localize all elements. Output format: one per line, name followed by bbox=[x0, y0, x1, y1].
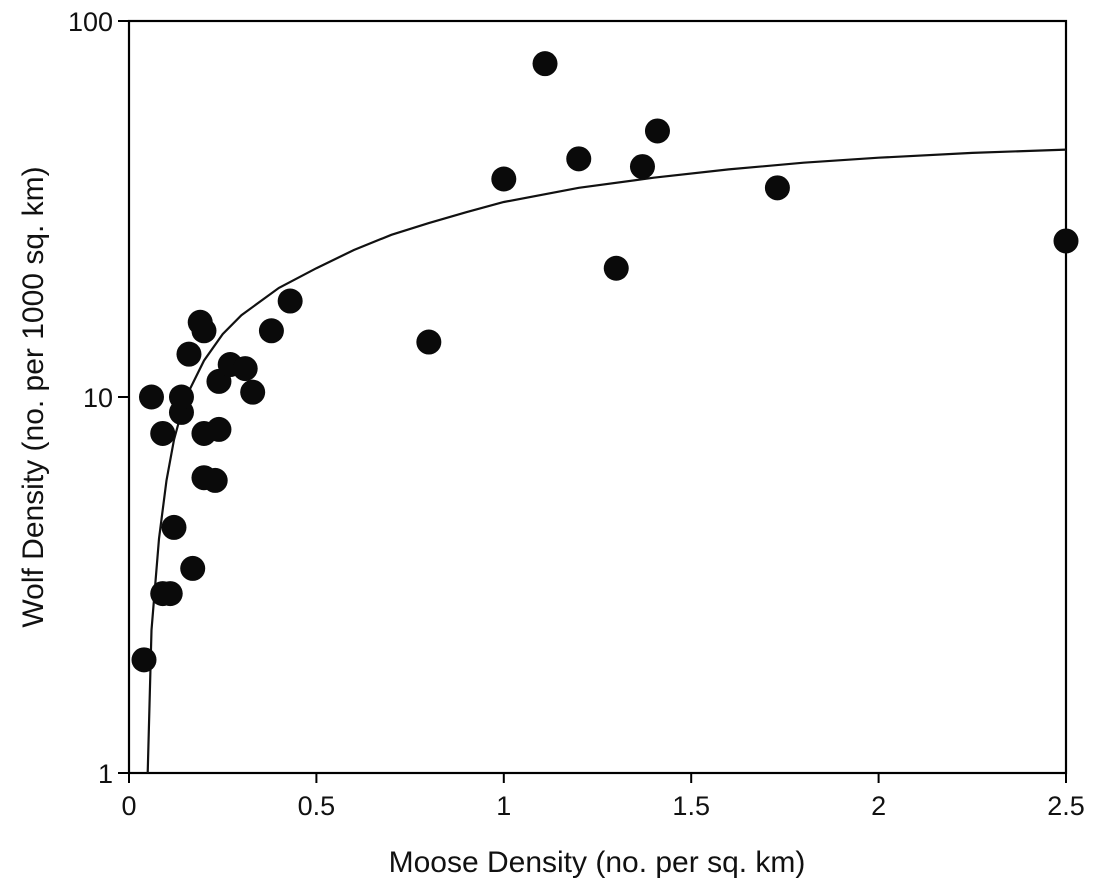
data-point bbox=[131, 647, 156, 672]
data-point bbox=[161, 515, 186, 540]
y-tick-label: 10 bbox=[83, 383, 113, 413]
data-point bbox=[191, 318, 216, 343]
fit-curve-layer bbox=[148, 150, 1066, 773]
data-point bbox=[206, 417, 231, 442]
data-point bbox=[566, 146, 591, 171]
x-tick-label: 1 bbox=[496, 791, 511, 821]
data-point bbox=[604, 256, 629, 281]
x-tick-label: 0 bbox=[121, 791, 136, 821]
data-point bbox=[533, 51, 558, 76]
data-point bbox=[139, 385, 164, 410]
data-point bbox=[645, 118, 670, 143]
data-points bbox=[131, 51, 1078, 672]
data-point bbox=[203, 468, 228, 493]
y-axis-ticks: 1 10 100 bbox=[68, 7, 129, 789]
data-point bbox=[158, 581, 183, 606]
x-axis-ticks: 0 0.5 1 1.5 2 2.5 bbox=[121, 773, 1084, 821]
x-tick-label: 2.5 bbox=[1047, 791, 1085, 821]
data-point bbox=[180, 556, 205, 581]
y-tick-label: 100 bbox=[68, 7, 113, 37]
data-point bbox=[169, 385, 194, 410]
data-point bbox=[765, 175, 790, 200]
y-tick-label: 1 bbox=[98, 759, 113, 789]
data-point bbox=[150, 421, 175, 446]
x-axis-title: Moose Density (no. per sq. km) bbox=[389, 846, 806, 879]
data-point bbox=[259, 318, 284, 343]
data-point bbox=[416, 330, 441, 355]
data-point bbox=[240, 380, 265, 405]
plot-frame bbox=[129, 21, 1066, 773]
x-tick-label: 0.5 bbox=[298, 791, 336, 821]
y-axis-title: Wolf Density (no. per 1000 sq. km) bbox=[17, 166, 50, 627]
x-tick-label: 1.5 bbox=[672, 791, 710, 821]
data-point bbox=[176, 342, 201, 367]
data-point bbox=[491, 167, 516, 192]
data-point bbox=[1054, 228, 1079, 253]
fit-curve bbox=[148, 150, 1066, 773]
plot-border bbox=[129, 21, 1066, 773]
data-point bbox=[630, 154, 655, 179]
data-point bbox=[233, 356, 258, 381]
x-tick-label: 2 bbox=[871, 791, 886, 821]
data-point bbox=[278, 289, 303, 314]
